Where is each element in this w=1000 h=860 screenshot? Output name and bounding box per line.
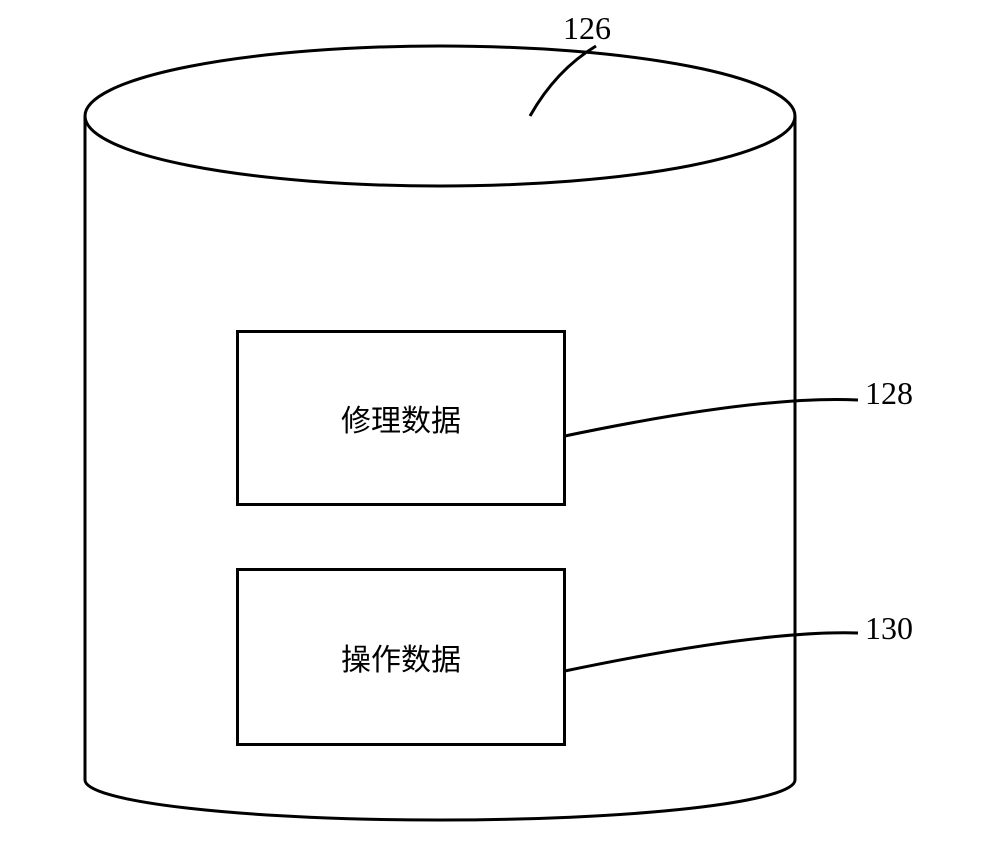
ref-label-128: 128 bbox=[865, 375, 913, 412]
repair-data-label: 修理数据 bbox=[341, 396, 461, 440]
repair-data-box: 修理数据 bbox=[236, 330, 566, 506]
cylinder-top-ellipse bbox=[85, 46, 795, 186]
ref-label-130: 130 bbox=[865, 610, 913, 647]
operation-data-box: 操作数据 bbox=[236, 568, 566, 746]
leader-line-128 bbox=[560, 399, 858, 437]
cylinder-bottom-arc bbox=[85, 780, 795, 820]
operation-data-label: 操作数据 bbox=[341, 635, 461, 679]
leader-line-130 bbox=[560, 633, 858, 672]
ref-label-126: 126 bbox=[563, 10, 611, 47]
